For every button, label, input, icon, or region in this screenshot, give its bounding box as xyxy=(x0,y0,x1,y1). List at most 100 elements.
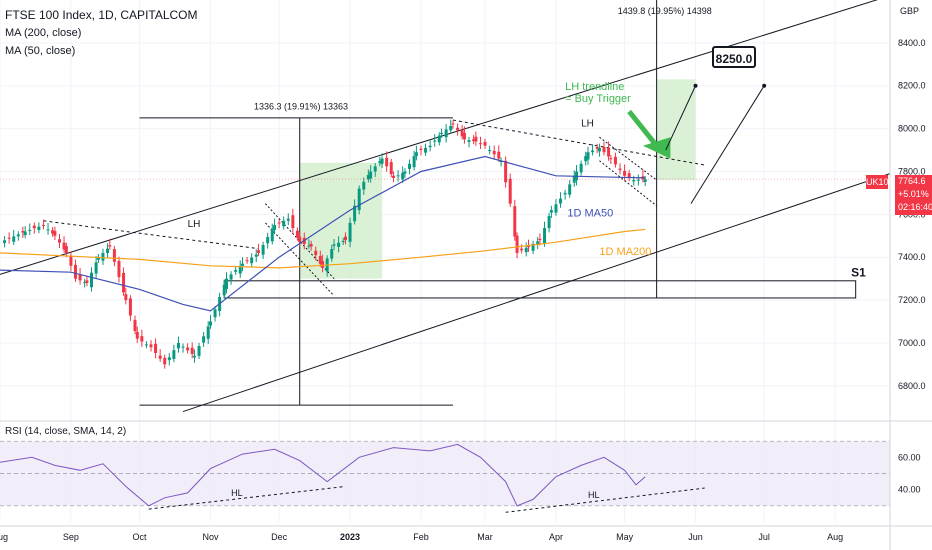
candle-body xyxy=(373,166,377,172)
candle-body xyxy=(531,243,535,251)
lh-label-2: LH xyxy=(581,118,594,129)
candle-body xyxy=(90,272,94,288)
candle-body xyxy=(16,234,20,237)
candle-body xyxy=(57,239,61,243)
candle-body xyxy=(515,235,519,253)
candle-body xyxy=(53,231,57,236)
candle-body xyxy=(549,210,553,213)
candle-body xyxy=(337,242,341,247)
candle-body xyxy=(474,136,478,142)
candle-body xyxy=(543,228,547,244)
candle-body xyxy=(277,222,281,224)
hl-label-2: HL xyxy=(588,490,600,500)
rsi-tick-label: 40.00 xyxy=(898,485,921,495)
candle-body xyxy=(314,250,318,256)
candle-body xyxy=(7,237,11,239)
candle-body xyxy=(190,347,194,354)
candle-body xyxy=(124,294,128,301)
candle-body xyxy=(32,225,36,229)
candle-body xyxy=(46,229,50,231)
candle-body xyxy=(330,249,334,259)
candle-body xyxy=(536,241,540,245)
projection-arrow xyxy=(665,85,696,151)
candle-body xyxy=(78,274,82,281)
candle-body xyxy=(172,350,176,359)
candle-body xyxy=(357,188,361,211)
x-tick-label: May xyxy=(616,532,634,542)
candle-body xyxy=(488,150,492,152)
projection-box xyxy=(656,79,696,181)
candle-body xyxy=(547,216,551,229)
x-tick-label: Dec xyxy=(271,532,288,542)
hl-label-1: HL xyxy=(231,488,243,498)
candle-body xyxy=(483,141,487,146)
candles xyxy=(3,119,647,369)
candle-body xyxy=(636,179,640,181)
candle-body xyxy=(83,282,87,284)
candle-body xyxy=(85,280,89,283)
candle-body xyxy=(318,255,322,264)
candle-body xyxy=(332,244,336,246)
candle-body xyxy=(408,163,412,169)
candle-body xyxy=(607,147,611,157)
candle-body xyxy=(154,343,158,353)
candle-body xyxy=(101,252,105,261)
candle-body xyxy=(108,245,112,247)
x-tick-label: Mar xyxy=(477,532,493,542)
candle-body xyxy=(559,198,563,204)
rsi-legend: RSI (14, close, SMA, 14, 2) xyxy=(5,426,127,437)
candle-body xyxy=(128,298,132,316)
candle-body xyxy=(462,132,466,140)
candle-body xyxy=(563,192,567,195)
rsi-path xyxy=(0,443,646,507)
trigger-arrow-shaft xyxy=(627,109,659,148)
candle-body xyxy=(554,204,558,213)
candle-body xyxy=(527,246,531,248)
candle-body xyxy=(508,178,512,204)
candle-body xyxy=(538,238,542,241)
candle-body xyxy=(245,260,249,262)
candle-body xyxy=(261,244,265,255)
candle-body xyxy=(451,123,455,125)
candle-body xyxy=(385,157,389,167)
projection-arrow-tip xyxy=(693,83,698,88)
candle-body xyxy=(241,263,245,266)
candle-body xyxy=(401,172,405,180)
projection-arrow xyxy=(690,85,765,204)
candle-body xyxy=(579,163,583,173)
last-price: 7764.6 xyxy=(898,176,926,186)
candle-body xyxy=(266,237,270,244)
candle-body xyxy=(208,321,212,326)
candle-body xyxy=(37,226,41,231)
candle-body xyxy=(609,158,613,160)
ma50-tag: 1D MA50 xyxy=(567,208,613,220)
x-tick-label: Jun xyxy=(688,532,703,542)
candle-body xyxy=(291,215,295,229)
candle-body xyxy=(440,132,444,134)
candle-body xyxy=(513,206,517,237)
rsi-line xyxy=(0,443,705,513)
chart-title: FTSE 100 Index, 1D, CAPITALCOM xyxy=(5,8,198,22)
lh-trendline-1 xyxy=(43,220,259,250)
trigger-label: = Buy Trigger xyxy=(565,93,631,105)
candle-body xyxy=(392,175,396,178)
candle-body xyxy=(69,255,73,266)
y-tick-label: 7400.0 xyxy=(898,252,926,262)
ma50-legend: MA (50, close) xyxy=(5,45,76,57)
candle-body xyxy=(74,264,78,279)
candle-body xyxy=(225,278,229,290)
candle-body xyxy=(167,357,171,361)
ma200-tag: 1D MA200 xyxy=(599,246,651,258)
x-tick-label: Aug xyxy=(0,532,8,542)
candle-body xyxy=(586,152,590,160)
candle-body xyxy=(643,179,647,182)
candle-body xyxy=(234,270,238,272)
candle-body xyxy=(369,171,373,179)
x-tick-label: Jul xyxy=(758,532,770,542)
candle-body xyxy=(229,274,233,280)
candle-body xyxy=(467,140,471,142)
y-tick-label: 8000.0 xyxy=(898,124,926,134)
candle-body xyxy=(41,224,45,226)
candle-body xyxy=(122,272,126,293)
